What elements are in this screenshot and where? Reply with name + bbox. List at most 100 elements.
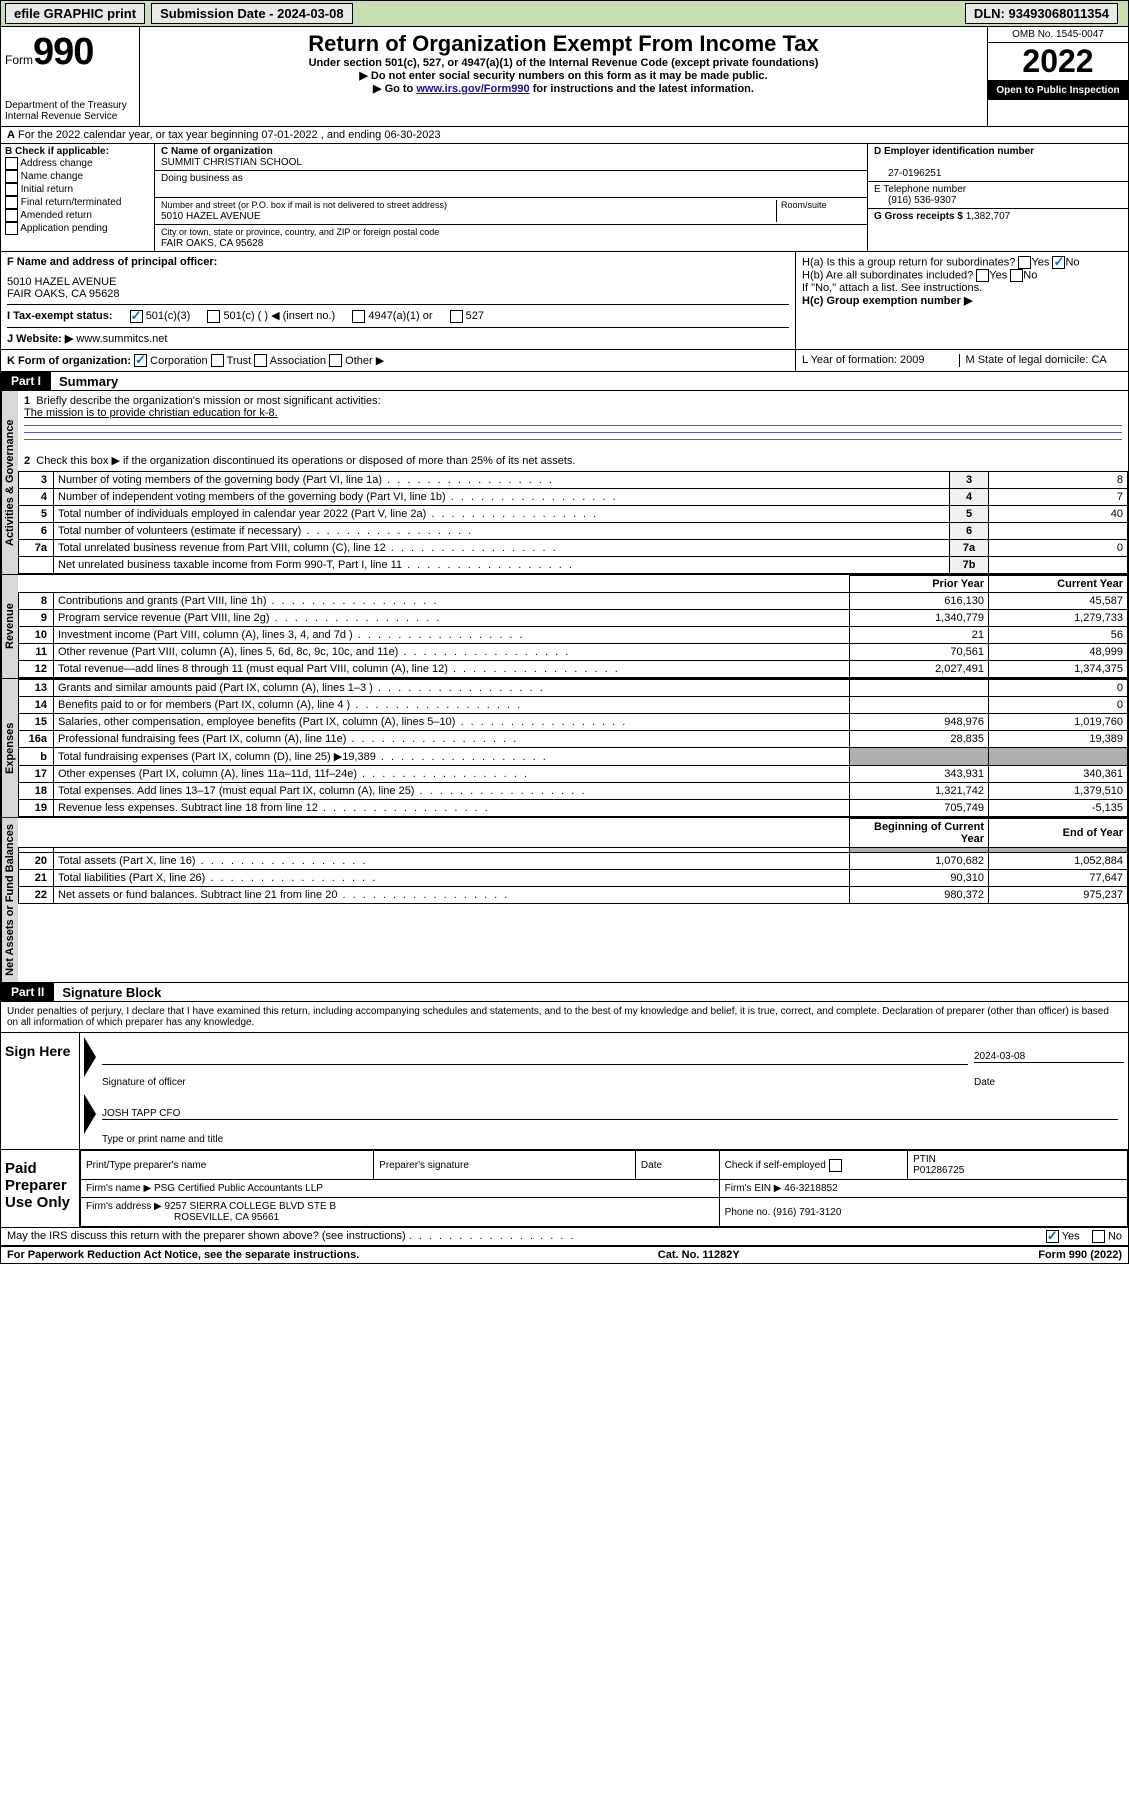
- form-header: Form990 Department of the Treasury Inter…: [0, 27, 1129, 127]
- cb-hb-yes[interactable]: [976, 269, 989, 282]
- prior-value: 1,070,682: [850, 853, 989, 870]
- cb-amended[interactable]: [5, 209, 18, 222]
- current-value: 1,052,884: [989, 853, 1128, 870]
- form-word: Form: [5, 53, 33, 67]
- cb-name-change[interactable]: [5, 170, 18, 183]
- line-text: Number of voting members of the governin…: [54, 472, 950, 489]
- ha-label: H(a) Is this a group return for subordin…: [802, 256, 1015, 268]
- website-label: J Website: ▶: [7, 333, 73, 345]
- officer-label: F Name and address of principal officer:: [7, 256, 217, 268]
- line-value: 8: [989, 472, 1128, 489]
- line-num: 11: [19, 644, 54, 661]
- firm-addr-label: Firm's address ▶: [86, 1201, 162, 1212]
- part1-badge: Part I: [1, 372, 51, 390]
- cb-trust[interactable]: [211, 354, 224, 367]
- line-num: 5: [19, 506, 54, 523]
- current-value: 1,279,733: [989, 610, 1128, 627]
- dln-label: DLN: 93493068011354: [965, 3, 1118, 24]
- prior-value: 705,749: [850, 800, 989, 817]
- line-num: 13: [19, 680, 54, 697]
- line-text: Total revenue—add lines 8 through 11 (mu…: [54, 661, 850, 678]
- prior-value: 70,561: [850, 644, 989, 661]
- cb-corp[interactable]: [134, 354, 147, 367]
- prior-value: 28,835: [850, 731, 989, 748]
- section-expenses: Expenses 13 Grants and similar amounts p…: [0, 678, 1129, 817]
- cb-final-return[interactable]: [5, 196, 18, 209]
- current-value: 1,019,760: [989, 714, 1128, 731]
- current-value: 77,647: [989, 870, 1128, 887]
- prep-date-label: Date: [635, 1151, 719, 1180]
- tax-exempt-label: I Tax-exempt status:: [7, 310, 113, 322]
- footer-row: For Paperwork Reduction Act Notice, see …: [0, 1246, 1129, 1264]
- line-num: 16a: [19, 731, 54, 748]
- cb-501c3[interactable]: [130, 310, 143, 323]
- dba-label: Doing business as: [161, 173, 243, 184]
- cb-hb-no[interactable]: [1010, 269, 1023, 282]
- line-text: Net unrelated business taxable income fr…: [54, 557, 950, 574]
- cb-initial-return[interactable]: [5, 183, 18, 196]
- date-label: Date: [974, 1077, 1124, 1088]
- form-number: 990: [33, 31, 93, 73]
- line-num: 9: [19, 610, 54, 627]
- section-net-assets: Net Assets or Fund Balances Beginning of…: [0, 817, 1129, 983]
- line-num: 14: [19, 697, 54, 714]
- cb-527[interactable]: [450, 310, 463, 323]
- cb-ha-no[interactable]: [1052, 256, 1065, 269]
- cb-application-pending[interactable]: [5, 222, 18, 235]
- sign-here-block: Sign Here 2024-03-08 Signature of office…: [0, 1033, 1129, 1150]
- ein-value: 27-0196251: [888, 168, 941, 179]
- inspection-label: Open to Public Inspection: [988, 81, 1128, 100]
- line-num: 21: [19, 870, 54, 887]
- ein-label: D Employer identification number: [874, 146, 1034, 157]
- current-value: 19,389: [989, 731, 1128, 748]
- tab-net-assets: Net Assets or Fund Balances: [1, 818, 18, 982]
- line-value: 0: [989, 540, 1128, 557]
- cb-other[interactable]: [329, 354, 342, 367]
- cb-address-change[interactable]: [5, 157, 18, 170]
- cb-501c[interactable]: [207, 310, 220, 323]
- line-text: Number of independent voting members of …: [54, 489, 950, 506]
- prior-value: 1,340,779: [850, 610, 989, 627]
- part2-badge: Part II: [1, 983, 54, 1001]
- cb-assoc[interactable]: [254, 354, 267, 367]
- part2-header-row: Part II Signature Block: [0, 983, 1129, 1002]
- line-text: Other revenue (Part VIII, column (A), li…: [54, 644, 850, 661]
- col-header: End of Year: [989, 819, 1128, 848]
- line-text: Revenue less expenses. Subtract line 18 …: [54, 800, 850, 817]
- current-value: 48,999: [989, 644, 1128, 661]
- cb-discuss-yes[interactable]: [1046, 1230, 1059, 1243]
- efile-label[interactable]: efile GRAPHIC print: [5, 3, 145, 24]
- line-text: Total expenses. Add lines 13–17 (must eq…: [54, 783, 850, 800]
- org-name: SUMMIT CHRISTIAN SCHOOL: [161, 157, 302, 168]
- paperwork-notice: For Paperwork Reduction Act Notice, see …: [7, 1249, 359, 1261]
- current-value: 56: [989, 627, 1128, 644]
- part1-title: Summary: [51, 374, 118, 389]
- table-revenue: Prior Year Current Year8 Contributions a…: [18, 575, 1128, 678]
- line-num: 3: [19, 472, 54, 489]
- line-num: 10: [19, 627, 54, 644]
- line-box: 3: [950, 472, 989, 489]
- year-formation: L Year of formation: 2009: [802, 354, 960, 368]
- tax-period: For the 2022 calendar year, or tax year …: [18, 129, 441, 141]
- officer-addr1: 5010 HAZEL AVENUE: [7, 276, 789, 288]
- prior-value: [850, 680, 989, 697]
- cb-discuss-no[interactable]: [1092, 1230, 1105, 1243]
- irs-link[interactable]: www.irs.gov/Form990: [416, 83, 529, 95]
- line-num: 22: [19, 887, 54, 904]
- cb-ha-yes[interactable]: [1018, 256, 1031, 269]
- cb-4947[interactable]: [352, 310, 365, 323]
- firm-ein: 46-3218852: [784, 1183, 837, 1194]
- cb-self-employed[interactable]: [829, 1159, 842, 1172]
- current-value: 0: [989, 697, 1128, 714]
- line-box: 6: [950, 523, 989, 540]
- line-num: 12: [19, 661, 54, 678]
- row-k-l-m: K Form of organization: Corporation Trus…: [0, 350, 1129, 373]
- room-suite: Room/suite: [776, 200, 861, 222]
- prior-value: [850, 697, 989, 714]
- line-text: Total assets (Part X, line 16): [54, 853, 850, 870]
- line-text: Other expenses (Part IX, column (A), lin…: [54, 766, 850, 783]
- firm-ein-label: Firm's EIN ▶: [725, 1183, 782, 1194]
- sig-date: 2024-03-08: [974, 1051, 1124, 1063]
- line-num: 15: [19, 714, 54, 731]
- discuss-row: May the IRS discuss this return with the…: [0, 1228, 1129, 1246]
